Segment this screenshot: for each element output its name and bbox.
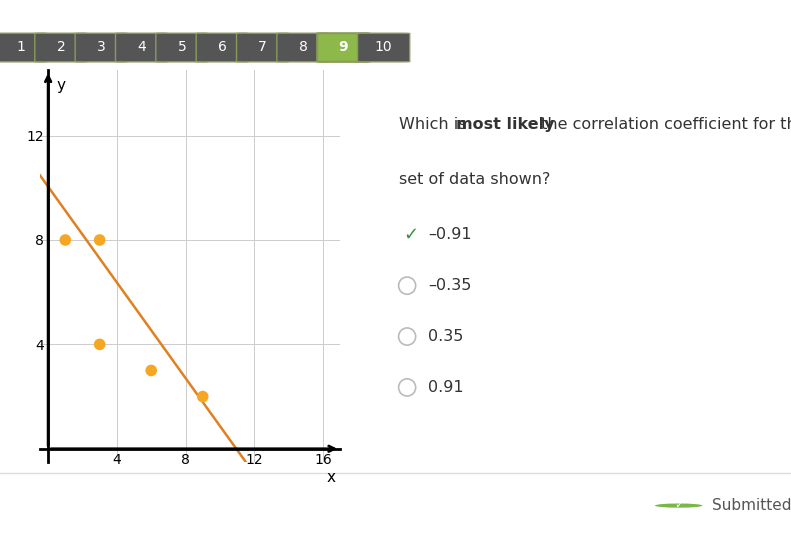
- FancyBboxPatch shape: [196, 33, 248, 62]
- Text: most likely: most likely: [456, 117, 554, 132]
- FancyBboxPatch shape: [237, 33, 289, 62]
- Point: [93, 340, 106, 349]
- Text: 8: 8: [298, 40, 308, 54]
- FancyBboxPatch shape: [75, 33, 127, 62]
- Text: 7: 7: [258, 40, 267, 54]
- FancyBboxPatch shape: [358, 33, 410, 62]
- Text: 6: 6: [218, 40, 227, 54]
- Point: [59, 236, 72, 244]
- Text: 100: 100: [6, 5, 53, 25]
- Text: 5: 5: [177, 40, 187, 54]
- FancyBboxPatch shape: [156, 33, 208, 62]
- Text: x: x: [327, 470, 336, 485]
- FancyBboxPatch shape: [317, 33, 369, 62]
- Text: 2: 2: [56, 40, 66, 54]
- Text: the correlation coefficient for the: the correlation coefficient for the: [536, 117, 791, 132]
- Text: 3: 3: [97, 40, 106, 54]
- Text: –0.91: –0.91: [429, 227, 472, 242]
- Text: Which is: Which is: [399, 117, 472, 132]
- Text: %: %: [54, 4, 66, 17]
- FancyBboxPatch shape: [277, 33, 329, 62]
- Text: 0.35: 0.35: [429, 329, 464, 344]
- Point: [145, 366, 157, 375]
- FancyBboxPatch shape: [115, 33, 168, 62]
- Text: set of data shown?: set of data shown?: [399, 172, 551, 187]
- Text: 4: 4: [137, 40, 146, 54]
- Text: 1: 1: [16, 40, 25, 54]
- Text: 0.91: 0.91: [429, 380, 464, 395]
- FancyBboxPatch shape: [35, 33, 87, 62]
- FancyBboxPatch shape: [0, 33, 47, 62]
- Text: ✓: ✓: [403, 226, 418, 244]
- Circle shape: [655, 504, 702, 507]
- Text: –0.35: –0.35: [429, 278, 471, 293]
- Point: [196, 392, 209, 401]
- Text: 10: 10: [375, 40, 392, 54]
- Point: [93, 236, 106, 244]
- Text: 9: 9: [339, 40, 348, 54]
- Text: ✓: ✓: [674, 500, 683, 510]
- Text: Attempt 1: Attempt 1: [75, 8, 145, 22]
- Text: Submitted: Submitted: [712, 498, 791, 513]
- Text: y: y: [57, 78, 66, 93]
